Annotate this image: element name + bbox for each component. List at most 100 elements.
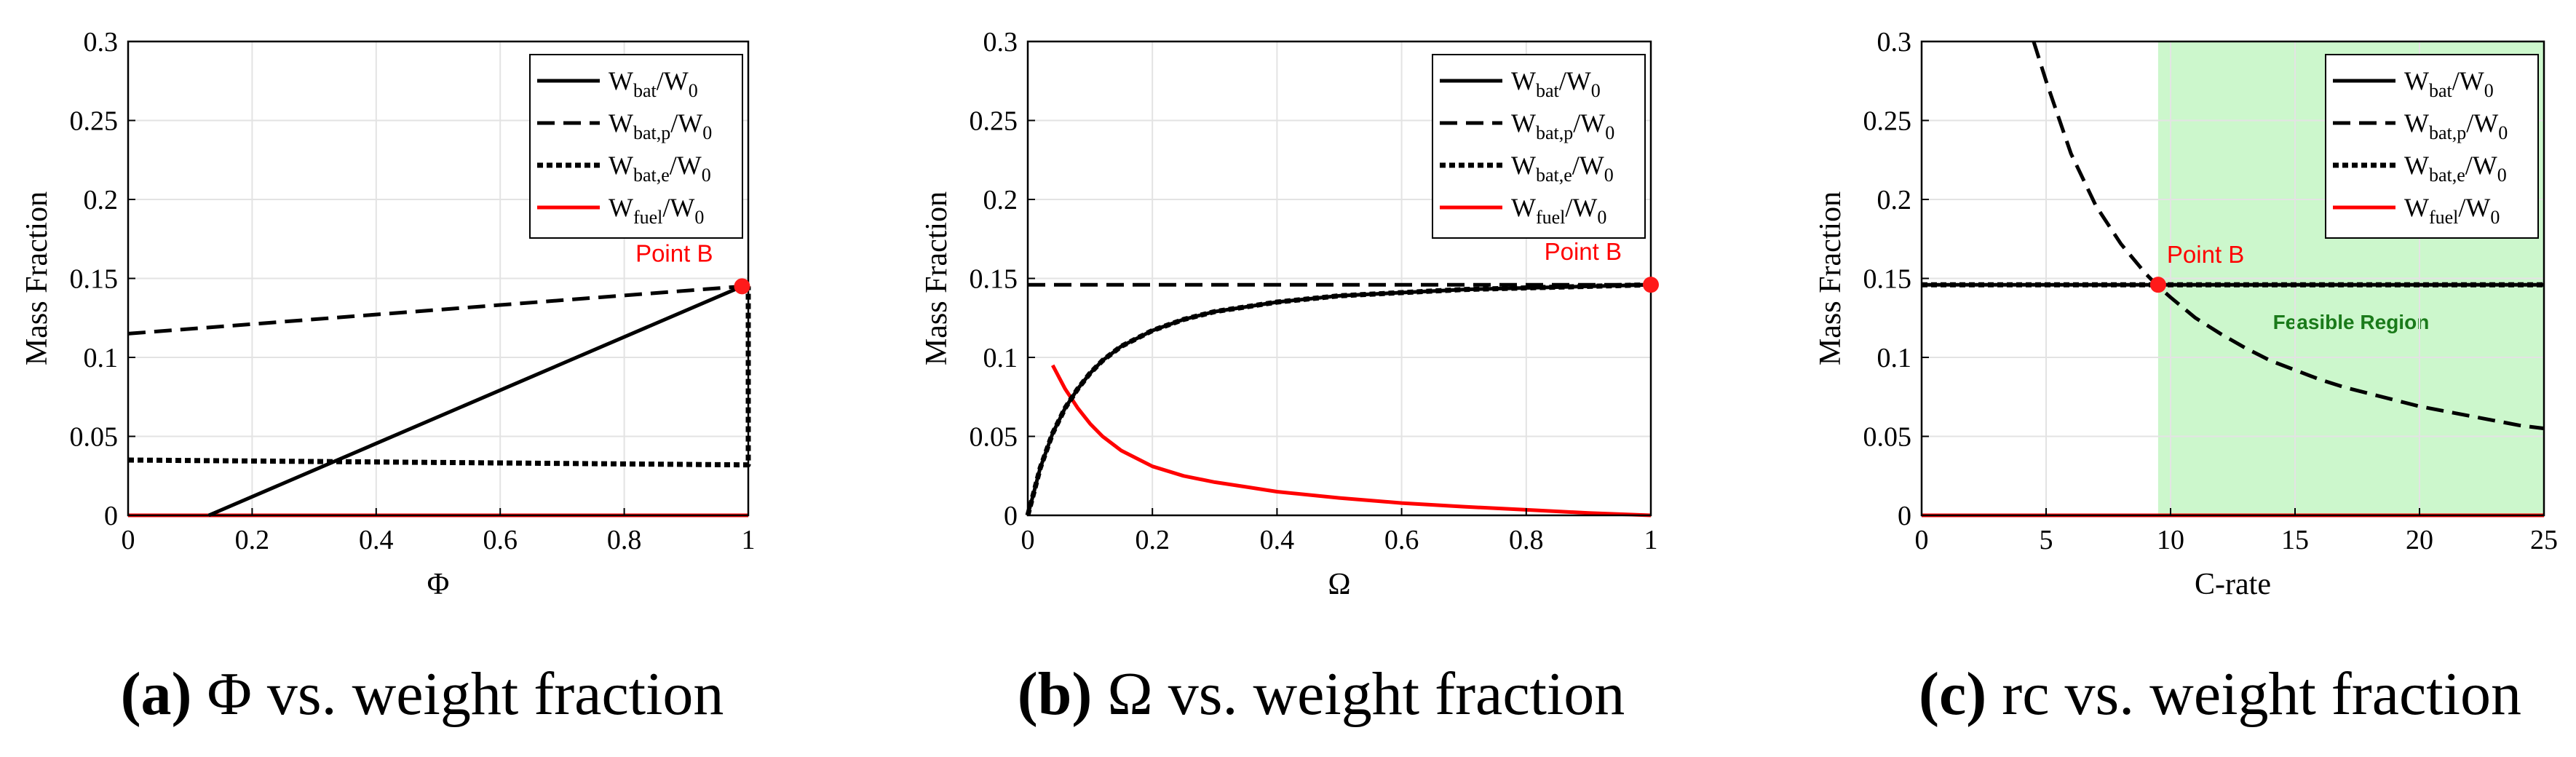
panel-b-point-b-label: Point B <box>1545 238 1622 265</box>
panel-a-ytick-label-6: 0.3 <box>84 27 119 58</box>
panel-a-xtick-label-5: 1 <box>742 525 756 555</box>
panel-b-legend-sub-2: bat,e <box>1536 165 1572 186</box>
panel-b-series-2 <box>1025 282 1652 516</box>
panel-a-legend-tail-1: /W <box>670 108 702 138</box>
caption-a-text: Φ vs. weight fraction <box>191 660 724 728</box>
panel-a-ylabel: Mass Fraction <box>20 191 54 365</box>
caption-b: (b) Ω vs. weight fraction <box>1018 659 1625 729</box>
panel-a-legend-base-2: W <box>609 151 633 180</box>
panel-c-legend-tailsub-2: 0 <box>2497 165 2507 186</box>
panel-a-ytick-label-5: 0.25 <box>70 106 119 137</box>
panel-c-legend-sub-3: fuel <box>2429 207 2458 228</box>
panel-a-legend-tailsub-3: 0 <box>694 207 704 228</box>
panel-c-ytick-label-2: 0.1 <box>1877 343 1912 373</box>
panel-a-xtick-label-2: 0.4 <box>359 525 394 555</box>
panel-c-legend-label-0: Wbat/W0 <box>2404 66 2494 101</box>
panel-c-ytick-label-5: 0.25 <box>1863 106 1912 137</box>
panel-c-legend-label-3: Wfuel/W0 <box>2404 193 2500 228</box>
panel-a-ytick-label-4: 0.2 <box>84 185 119 215</box>
panel-a-ytick-label-0: 0 <box>104 501 118 531</box>
panel-c-legend-tail-3: /W <box>2458 193 2490 222</box>
panel-b-legend-tailsub-2: 0 <box>1604 165 1614 186</box>
panel-b-legend-base-2: W <box>1511 151 1536 180</box>
panel-c-legend-base-1: W <box>2404 108 2429 138</box>
panel-c-point-b <box>2149 277 2166 293</box>
panel-a-legend-base-3: W <box>609 193 633 222</box>
panel-b-ytick-label-3: 0.15 <box>970 264 1018 295</box>
panel-c-region-label: Feasible Region <box>2273 311 2430 333</box>
caption-a-letter: (a) <box>120 660 192 728</box>
panel-c-ytick-label-4: 0.2 <box>1877 185 1912 215</box>
panel-b-legend-base-0: W <box>1511 66 1536 95</box>
panel-a-legend-tailsub-1: 0 <box>702 122 712 143</box>
panel-a-ytick-label-2: 0.1 <box>84 343 119 373</box>
panel-b-series-3 <box>1050 364 1652 518</box>
panel-b-xlabel: Ω <box>1328 568 1350 601</box>
panel-b-xtick-label-1: 0.2 <box>1135 525 1170 555</box>
panel-b-ytick-label-6: 0.3 <box>983 27 1018 58</box>
panel-c-ylabel: Mass Fraction <box>1814 191 1847 365</box>
panel-b-xtick-label-3: 0.6 <box>1384 525 1419 555</box>
panel-a-legend-tailsub-0: 0 <box>689 80 698 101</box>
panel-b-legend-label-3: Wfuel/W0 <box>1511 193 1606 228</box>
panel-b: 0 0.2 0.4 0.6 0.8 1 0 0.05 0.1 0.15 0.2 0.25 0.3 Ω Mas… <box>920 27 1659 601</box>
panel-c-xtick-label-2: 10 <box>2157 525 2184 555</box>
panel-b-xtick-label-0: 0 <box>1021 525 1035 555</box>
panel-b-legend-sub-3: fuel <box>1536 207 1565 228</box>
panel-a-series-1 <box>127 284 742 336</box>
panel-a-legend-sub-2: bat,e <box>633 165 670 186</box>
panel-c-ytick-label-0: 0 <box>1898 501 1911 531</box>
panel-c-legend-sub-2: bat,e <box>2429 165 2465 186</box>
panel-c-legend-label-1: Wbat,p/W0 <box>2404 108 2508 143</box>
panel-a-legend-tailsub-2: 0 <box>702 165 711 186</box>
panel-c-legend-tailsub-3: 0 <box>2490 207 2500 228</box>
panel-b-ytick-label-1: 0.05 <box>970 422 1018 453</box>
panel-c-ytick-label-3: 0.15 <box>1863 264 1912 295</box>
caption-c-text: rc vs. weight fraction <box>1986 660 2521 728</box>
panel-c-legend-tailsub-0: 0 <box>2484 80 2494 101</box>
panel-a-legend-sub-3: fuel <box>633 207 662 228</box>
panel-a-legend-label-2: Wbat,e/W0 <box>609 151 711 186</box>
panel-b-legend-label-0: Wbat/W0 <box>1511 66 1601 101</box>
panel-a-ytick-label-3: 0.15 <box>70 264 119 295</box>
panel-c-xlabel: C-rate <box>2195 568 2271 601</box>
panel-b-legend-sub-1: bat,p <box>1536 122 1573 143</box>
panel-b-point-b <box>1643 277 1659 293</box>
panel-c-xtick-label-1: 5 <box>2040 525 2053 555</box>
panel-b-legend-base-1: W <box>1511 108 1536 138</box>
panel-b-xtick-label-4: 0.8 <box>1509 525 1544 555</box>
panel-c-xtick-label-4: 20 <box>2406 525 2433 555</box>
panel-b-legend-label-1: Wbat,p/W0 <box>1511 108 1614 143</box>
panel-b-legend-tailsub-3: 0 <box>1597 207 1606 228</box>
panel-b-ytick-label-2: 0.1 <box>983 343 1018 373</box>
panel-b-ytick-label-0: 0 <box>1004 501 1018 531</box>
panel-b-xtick-label-5: 1 <box>1644 525 1658 555</box>
panel-a-legend-label-0: Wbat/W0 <box>609 66 698 101</box>
panel-c-series-1 <box>2032 41 2545 431</box>
panel-b-ytick-label-4: 0.2 <box>983 185 1018 215</box>
panel-b-legend-tail-1: /W <box>1573 108 1605 138</box>
panel-c-legend-tail-0: /W <box>2452 66 2484 95</box>
panel-a-xlabel: Φ <box>427 568 450 601</box>
panel-c: Feasible Region 0 5 10 15 20 25 0 0.05 0.1 0.15 0.2… <box>1814 27 2558 601</box>
panel-c-legend-tail-2: /W <box>2465 151 2497 180</box>
panel-a-legend-tail-0: /W <box>657 66 689 95</box>
panel-b-ytick-label-5: 0.25 <box>970 106 1018 137</box>
panel-a-legend-tail-3: /W <box>662 193 694 222</box>
caption-c: (c) rc vs. weight fraction <box>1919 659 2521 729</box>
panel-c-xtick-label-3: 15 <box>2281 525 2309 555</box>
panel-a-xtick-label-3: 0.6 <box>483 525 518 555</box>
panel-a-xtick-label-4: 0.8 <box>607 525 642 555</box>
panel-b-legend-sub-0: bat <box>1536 80 1560 101</box>
panel-a-legend-label-3: Wfuel/W0 <box>609 193 704 228</box>
panel-c-legend-base-3: W <box>2404 193 2429 222</box>
panel-a-legend-base-0: W <box>609 66 633 95</box>
panel-a-point-b <box>734 278 750 295</box>
panel-c-ytick-label-1: 0.05 <box>1863 422 1912 453</box>
panel-c-legend-tailsub-1: 0 <box>2498 122 2508 143</box>
panel-c-legend-base-2: W <box>2404 151 2429 180</box>
panel-a-ytick-label-1: 0.05 <box>70 422 119 453</box>
panel-c-ytick-label-6: 0.3 <box>1877 27 1912 58</box>
panel-c-xtick-label-5: 25 <box>2530 525 2558 555</box>
